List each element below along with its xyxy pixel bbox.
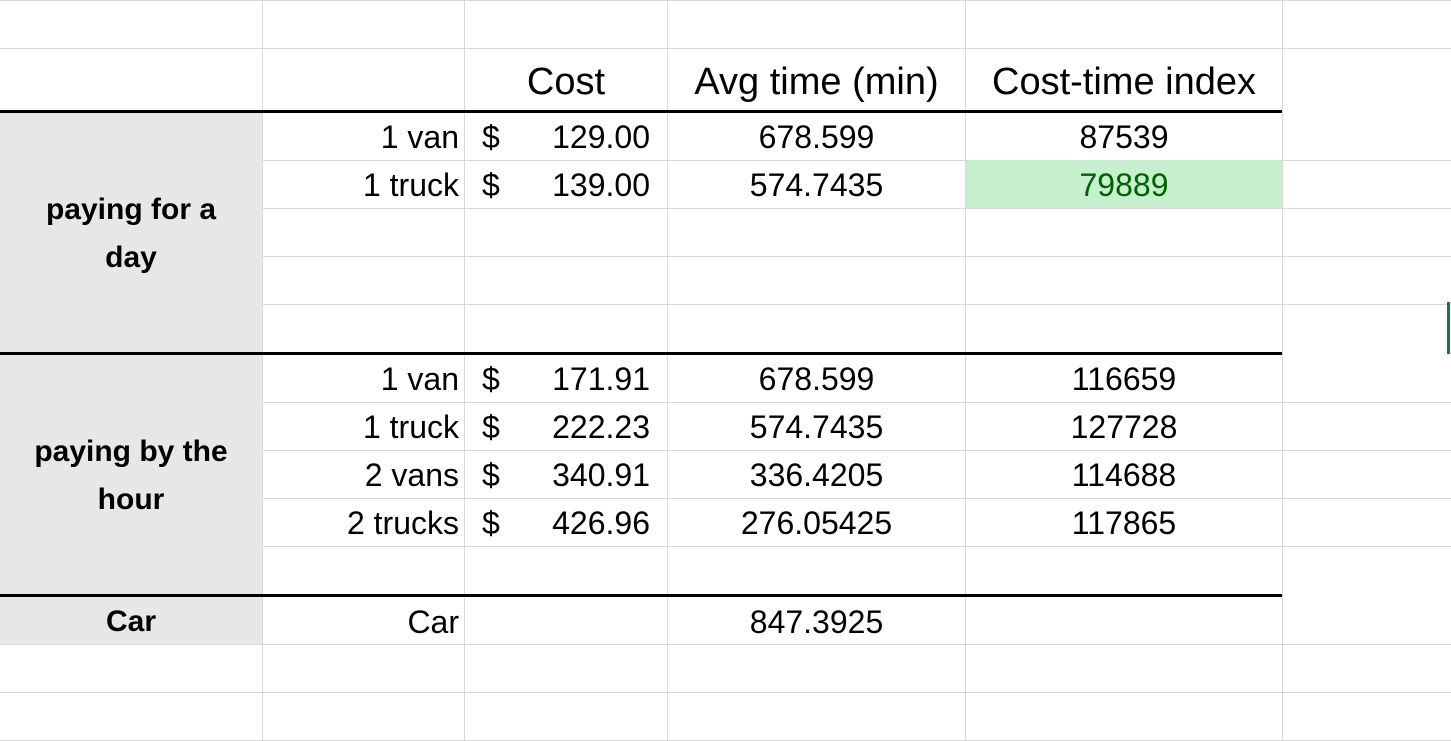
gridline <box>0 402 1451 403</box>
vehicle-cell[interactable]: 1 van <box>380 119 459 155</box>
gridline <box>0 546 1451 547</box>
gridline <box>965 0 966 741</box>
group-day-fill <box>0 113 262 352</box>
vehicle-cell[interactable]: Car <box>407 604 459 640</box>
header-cost-time-index[interactable]: Cost-time index <box>992 61 1256 103</box>
avg-time-cell[interactable]: 336.4205 <box>749 457 884 493</box>
cost-cell[interactable]: 340.91 <box>552 457 650 493</box>
gridline <box>0 644 1451 645</box>
gridline <box>0 0 1451 1</box>
avg-time-cell[interactable]: 574.7435 <box>749 167 884 203</box>
avg-time-cell[interactable]: 678.599 <box>758 361 875 397</box>
gridline <box>0 498 1451 499</box>
index-cell[interactable]: 127728 <box>1070 409 1178 445</box>
currency-symbol: $ <box>482 505 500 541</box>
cost-cell[interactable]: 426.96 <box>552 505 650 541</box>
border-hour-bottom <box>0 594 1282 597</box>
currency-symbol: $ <box>482 409 500 445</box>
group-label-hour-text: paying by the hour <box>34 435 228 516</box>
gridline <box>667 0 668 741</box>
currency-symbol: $ <box>482 361 500 397</box>
index-cell-best[interactable]: 79889 <box>1079 167 1169 203</box>
avg-time-cell[interactable]: 574.7435 <box>749 409 884 445</box>
gridline <box>0 450 1451 451</box>
cost-cell[interactable]: 171.91 <box>552 361 650 397</box>
currency-symbol: $ <box>482 457 500 493</box>
vehicle-cell[interactable]: 2 vans <box>364 457 459 493</box>
group-label-car[interactable]: Car <box>105 605 157 638</box>
gridline <box>1282 0 1283 741</box>
gridline <box>0 48 1451 49</box>
avg-time-cell[interactable]: 847.3925 <box>749 604 884 640</box>
index-cell[interactable]: 117865 <box>1071 505 1177 541</box>
group-label-day[interactable]: paying for a day <box>0 186 262 282</box>
cost-cell[interactable]: 139.00 <box>552 167 650 203</box>
gridline <box>0 208 1451 209</box>
border-header-bottom <box>0 110 1282 113</box>
avg-time-cell[interactable]: 276.05425 <box>740 505 893 541</box>
index-cell[interactable]: 114688 <box>1071 457 1177 493</box>
header-cost[interactable]: Cost <box>526 61 606 103</box>
avg-time-cell[interactable]: 678.599 <box>758 119 875 155</box>
gridline <box>0 256 1451 257</box>
border-day-bottom <box>0 352 1282 355</box>
cost-cell[interactable]: 129.00 <box>552 119 650 155</box>
cost-cell[interactable]: 222.23 <box>552 409 650 445</box>
gridline <box>0 160 1451 161</box>
group-hour-fill <box>0 355 262 594</box>
vehicle-cell[interactable]: 1 truck <box>362 167 459 203</box>
currency-symbol: $ <box>482 119 500 155</box>
gridline <box>464 0 465 741</box>
currency-symbol: $ <box>482 167 500 203</box>
vehicle-cell[interactable]: 1 van <box>380 361 459 397</box>
gridline <box>0 304 1451 305</box>
vehicle-cell[interactable]: 2 trucks <box>346 505 459 541</box>
group-label-day-text: paying for a day <box>45 193 217 274</box>
index-cell[interactable]: 116659 <box>1071 361 1177 397</box>
best-index-highlight <box>966 160 1282 208</box>
gridline <box>262 0 263 741</box>
header-avg-time[interactable]: Avg time (min) <box>694 61 939 103</box>
selection-border <box>1447 302 1450 354</box>
index-cell[interactable]: 87539 <box>1079 119 1169 155</box>
gridline <box>0 692 1451 693</box>
vehicle-cell[interactable]: 1 truck <box>362 409 459 445</box>
group-label-hour[interactable]: paying by the hour <box>0 428 262 524</box>
group-car-fill <box>0 597 262 644</box>
